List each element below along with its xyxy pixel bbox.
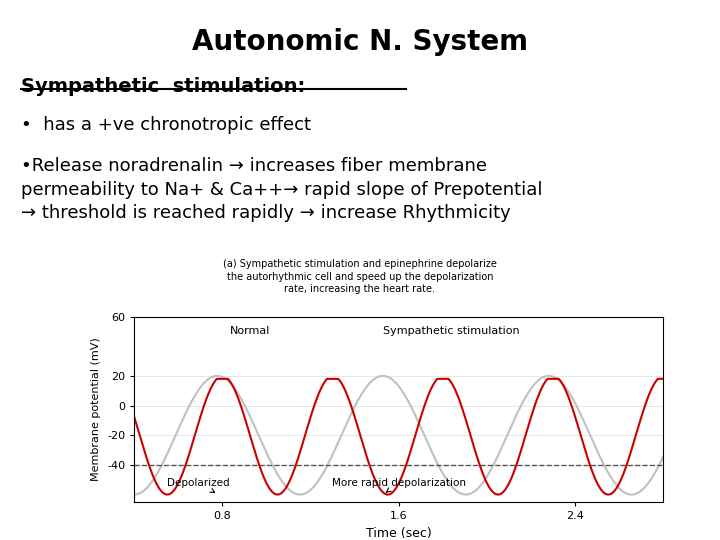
Text: Autonomic N. System: Autonomic N. System (192, 28, 528, 56)
Text: (a) Sympathetic stimulation and epinephrine depolarize
the autorhythmic cell and: (a) Sympathetic stimulation and epinephr… (223, 259, 497, 294)
Text: Sympathetic  stimulation:: Sympathetic stimulation: (22, 77, 305, 96)
Text: •  has a +ve chronotropic effect: • has a +ve chronotropic effect (22, 116, 311, 134)
Text: •Release noradrenalin → increases fiber membrane
permeability to Na+ & Ca++→ rap: •Release noradrenalin → increases fiber … (22, 157, 543, 222)
